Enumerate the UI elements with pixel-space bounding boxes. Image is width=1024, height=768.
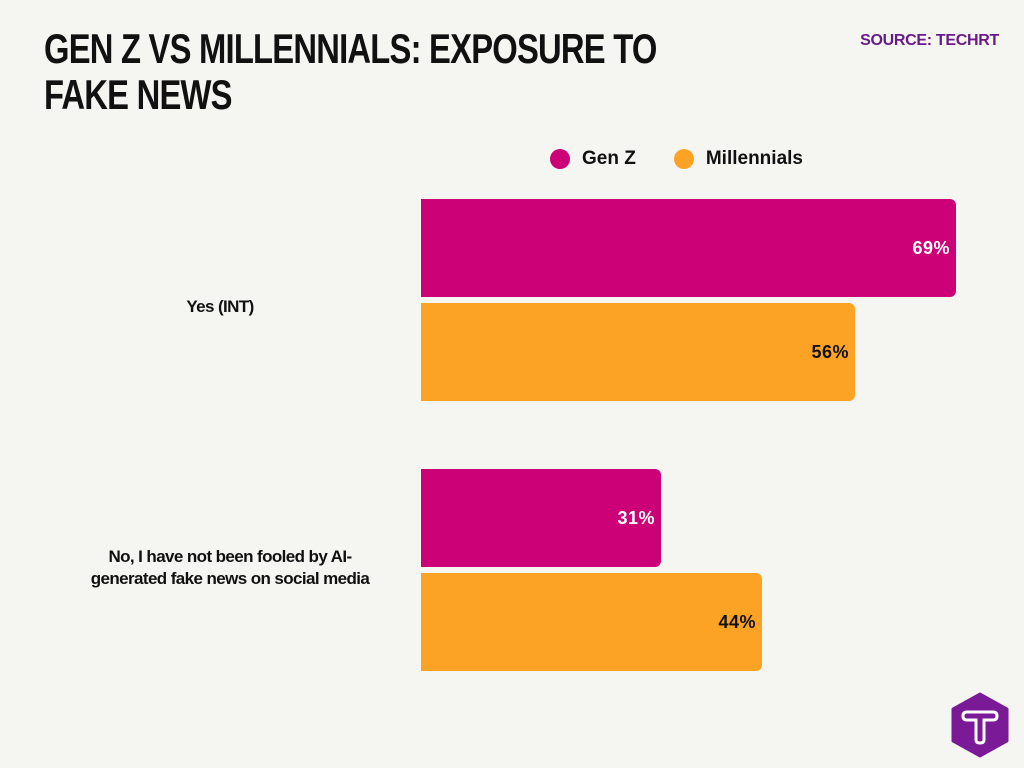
legend-item-millennials: Millennials [673, 148, 803, 170]
category-label-no-line2: generated fake news on social media [90, 569, 370, 588]
millennials-swatch-icon [673, 149, 694, 169]
category-label-yes: Yes (INT) [186, 297, 254, 316]
bar-yes-millennials: 56% [421, 303, 855, 401]
legend: Gen Z Millennials [550, 148, 841, 170]
category-label-no-line1: No, I have not been fooled by AI- [108, 547, 352, 566]
bar-no-gen-z: 31% [421, 469, 661, 567]
techrt-logo-icon [951, 692, 1009, 758]
bar-value: 56% [811, 341, 849, 362]
bar-yes-gen-z: 69% [421, 199, 956, 297]
chart-title: GEN Z VS MILLENNIALS: EXPOSURE TO FAKE N… [44, 25, 657, 118]
bar-value: 69% [912, 237, 950, 258]
bar-value: 44% [718, 611, 756, 632]
bar-no-millennials: 44% [421, 573, 762, 671]
legend-item-gen-z: Gen Z [550, 148, 636, 170]
category-label-no: No, I have not been fooled by AI- genera… [40, 546, 420, 590]
legend-label-millennials: Millennials [705, 148, 803, 169]
gen-z-swatch-icon [550, 149, 570, 169]
source-label: SOURCE: TECHRT [860, 32, 999, 49]
bar-value: 31% [617, 507, 655, 528]
legend-label-gen-z: Gen Z [582, 148, 636, 169]
